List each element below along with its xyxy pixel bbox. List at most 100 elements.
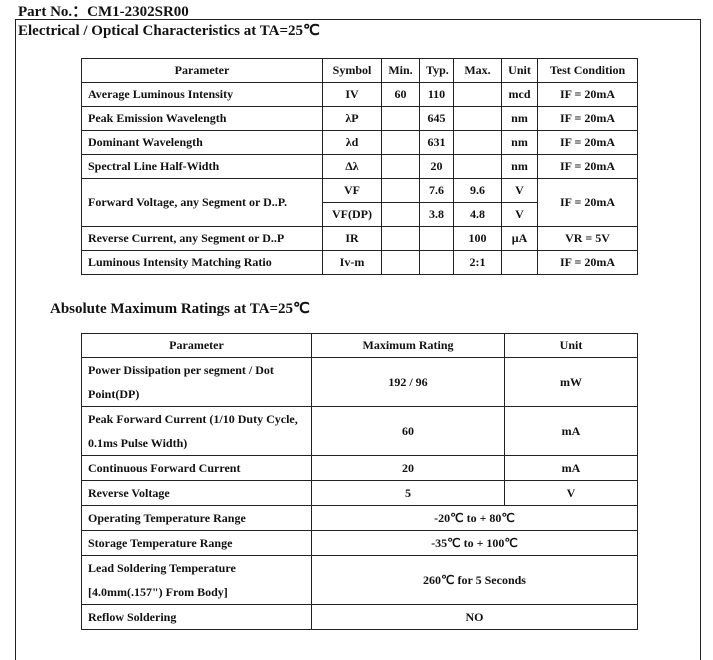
- cell: mW: [504, 357, 638, 407]
- cell: Iv-m: [322, 250, 382, 275]
- document-frame: [15, 19, 701, 660]
- header-cell: Min.: [381, 58, 420, 83]
- cell: [419, 226, 454, 251]
- cell: mA: [504, 455, 638, 481]
- table-row: Luminous Intensity Matching Ratio Iv-m 2:1…: [81, 250, 638, 275]
- cell: Forward Voltage, any Segment or D..P.: [81, 178, 323, 227]
- parameter-cell: Continuous Forward Current: [81, 455, 312, 481]
- table-row: Peak Emission Wavelength λP 645 nm IF = 20mA: [81, 106, 638, 131]
- cell: IF = 20mA: [537, 106, 638, 131]
- cell: IF = 20mA: [537, 130, 638, 155]
- parameter-cell: Storage Temperature Range: [81, 530, 312, 556]
- cell: 3.8: [419, 202, 454, 227]
- cell: 645: [419, 106, 454, 131]
- parameter-cell: Dominant Wavelength: [81, 130, 323, 155]
- cell: nm: [501, 106, 538, 131]
- cell: 7.6: [419, 178, 454, 203]
- table-row: Average Luminous Intensity IV 60 110 mcd IF =…: [81, 82, 638, 107]
- header-cell: Unit: [504, 333, 638, 358]
- cell: IF = 20mA: [537, 82, 638, 107]
- cell: [381, 226, 420, 251]
- cell: 20: [419, 154, 454, 179]
- parameter-cell: Average Luminous Intensity: [81, 82, 323, 107]
- table-row: Reverse Current, any Segment or D..P IR 10…: [81, 226, 638, 251]
- parameter-cell: Luminous Intensity Matching Ratio: [81, 250, 323, 275]
- cell: [381, 178, 420, 203]
- cell: 60: [311, 406, 505, 456]
- cell: IF = 20mA: [537, 154, 638, 179]
- header-cell: Symbol: [322, 58, 382, 83]
- cell: V: [501, 202, 538, 227]
- table-row: Operating Temperature Range -20℃ to + 80℃: [81, 505, 638, 531]
- cell: 260℃ for 5 Seconds: [311, 555, 638, 605]
- cell: [453, 106, 502, 131]
- electrical-table: Parameter Symbol Min. Typ. Max. Unit Tes…: [81, 58, 638, 275]
- parameter-cell: Power Dissipation per segment / Dot Poin…: [81, 357, 312, 407]
- header-cell: Maximum Rating: [311, 333, 505, 358]
- cell: IF = 20mA: [537, 250, 638, 275]
- header-cell: Parameter: [81, 58, 323, 83]
- header-cell: Unit: [501, 58, 538, 83]
- cell: VR = 5V: [537, 226, 638, 251]
- table-row: Peak Forward Current (1/10 Duty Cycle, 0…: [81, 406, 638, 456]
- cell: Δλ: [322, 154, 382, 179]
- header-cell: Typ.: [419, 58, 454, 83]
- cell: 631: [419, 130, 454, 155]
- cell: 2:1: [453, 250, 502, 275]
- cell: 9.6: [453, 178, 502, 203]
- table-header-row: Parameter Symbol Min. Typ. Max. Unit Tes…: [81, 58, 638, 83]
- cell: IR: [322, 226, 382, 251]
- table-row: Forward Voltage, any Segment or D..P. VF…: [81, 178, 638, 227]
- parameter-cell: Peak Forward Current (1/10 Duty Cycle, 0…: [81, 406, 312, 456]
- cell: [381, 202, 420, 227]
- cell: 192 / 96: [311, 357, 505, 407]
- cell: V: [501, 178, 538, 203]
- parameter-cell: Spectral Line Half-Width: [81, 154, 323, 179]
- cell: IV: [322, 82, 382, 107]
- parameter-cell: Reverse Voltage: [81, 480, 312, 506]
- cell: [381, 130, 420, 155]
- cell: -20℃ to + 80℃: [311, 505, 638, 531]
- cell: 4.8: [453, 202, 502, 227]
- cell: μA: [501, 226, 538, 251]
- cell: nm: [501, 130, 538, 155]
- cell: [453, 82, 502, 107]
- cell: [381, 154, 420, 179]
- table-header-row: Parameter Maximum Rating Unit: [81, 333, 638, 358]
- cell: -35℃ to + 100℃: [311, 530, 638, 556]
- cell: 110: [419, 82, 454, 107]
- cell: 20: [311, 455, 505, 481]
- table-row: Storage Temperature Range -35℃ to + 100℃: [81, 530, 638, 556]
- absolute-title: Absolute Maximum Ratings at TA=25℃: [50, 301, 310, 317]
- cell: [381, 250, 420, 275]
- table-row: VF(DP) 3.8 4.8 V: [82, 202, 638, 227]
- table-row: Spectral Line Half-Width Δλ 20 nm IF = 20mA: [81, 154, 638, 179]
- cell: 60: [381, 82, 420, 107]
- cell: 5: [311, 480, 505, 506]
- parameter-cell: Lead Soldering Temperature [4.0mm(.157")…: [81, 555, 312, 605]
- header-cell: Max.: [453, 58, 502, 83]
- header-cell: Test Condition: [537, 58, 638, 83]
- header-cell: Parameter: [81, 333, 312, 358]
- parameter-cell: Reverse Current, any Segment or D..P: [81, 226, 323, 251]
- parameter-cell: Operating Temperature Range: [81, 505, 312, 531]
- table-row: Lead Soldering Temperature [4.0mm(.157")…: [81, 555, 638, 605]
- parameter-cell: Peak Emission Wavelength: [81, 106, 323, 131]
- cell: λP: [322, 106, 382, 131]
- table-row: Reverse Voltage 5 V: [81, 480, 638, 506]
- cell: [381, 106, 420, 131]
- part-number: Part No.：CM1-2302SR00: [18, 4, 189, 20]
- cell: 100: [453, 226, 502, 251]
- cell: mA: [504, 406, 638, 456]
- cell: nm: [501, 154, 538, 179]
- cell: VF: [322, 178, 382, 203]
- table-row: Continuous Forward Current 20 mA: [81, 455, 638, 481]
- table-row: Dominant Wavelength λd 631 nm IF = 20mA: [81, 130, 638, 155]
- cell: [453, 130, 502, 155]
- cell: [419, 250, 454, 275]
- cell: [501, 250, 538, 275]
- table-row: Power Dissipation per segment / Dot Poin…: [81, 357, 638, 407]
- absolute-table: Parameter Maximum Rating Unit Power Diss…: [81, 333, 638, 630]
- cell: V: [504, 480, 638, 506]
- cell: [453, 154, 502, 179]
